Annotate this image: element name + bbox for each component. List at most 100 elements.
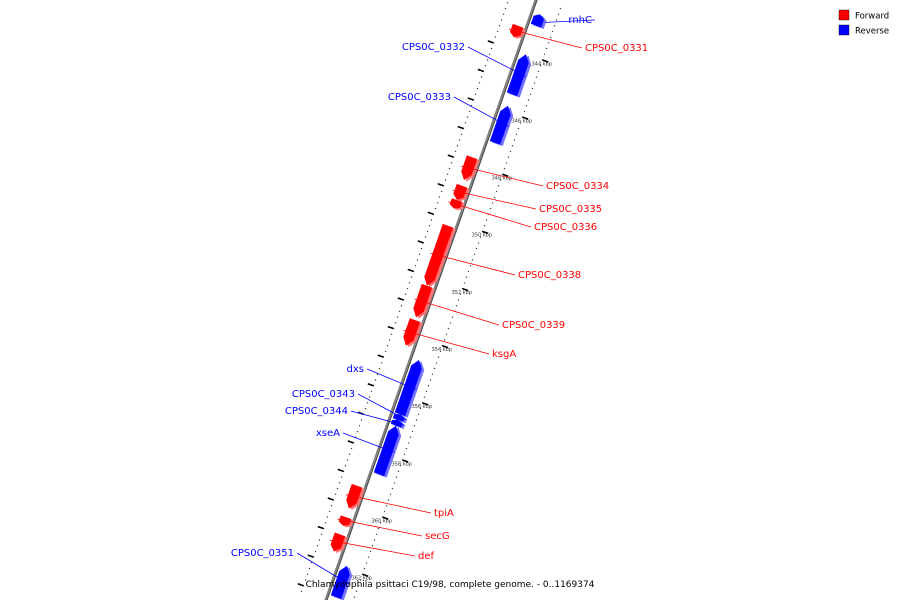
gene-name[interactable]: CPS0C_0336 (534, 222, 597, 233)
tick-label: 360 kbp (372, 519, 392, 525)
gene-arrow[interactable] (530, 14, 544, 28)
gene-label-secg[interactable]: secG (337, 518, 450, 542)
leader-line (350, 410, 405, 426)
gene-rnhc[interactable] (530, 14, 547, 29)
legend-swatch (838, 9, 850, 21)
minor-tick (413, 425, 416, 427)
major-tick (487, 40, 494, 44)
leader-line (403, 330, 490, 355)
gene-arrow[interactable] (330, 565, 350, 599)
gene-arrow[interactable] (461, 155, 478, 180)
gene-label-cps0c-0333[interactable]: CPS0C_0333 (388, 92, 509, 128)
gene-name[interactable]: tpiA (434, 508, 454, 519)
minor-tick (433, 367, 436, 370)
gene-arrow[interactable] (394, 360, 422, 417)
gene-name[interactable]: rnhC (568, 15, 592, 26)
minor-tick (318, 539, 321, 541)
gene-label-tpia[interactable]: tpiA (345, 494, 454, 519)
gene-cps0c-0351[interactable] (330, 565, 353, 600)
gene-name[interactable]: CPS0C_0338 (518, 270, 581, 281)
gene-name[interactable]: xseA (316, 428, 340, 439)
legend-swatch (838, 24, 850, 36)
gene-cps0c-0334[interactable] (461, 155, 480, 182)
gene-label-def[interactable]: def (329, 540, 435, 562)
minor-tick (334, 493, 337, 495)
minor-tick (505, 162, 508, 164)
gene-label-cps0c-0332[interactable]: CPS0C_0332 (402, 42, 527, 78)
gene-label-xsea[interactable]: xseA (316, 428, 395, 453)
minor-tick (353, 596, 356, 598)
gene-name[interactable]: secG (425, 531, 450, 542)
gene-name[interactable]: CPS0C_0344 (285, 406, 348, 417)
gene-label-cps0c-0339[interactable]: CPS0C_0339 (414, 298, 565, 331)
major-tick (402, 459, 409, 463)
gene-cps0c-0335[interactable] (453, 183, 470, 202)
minor-tick (387, 499, 390, 501)
minor-tick (559, 7, 562, 10)
leader-line (467, 46, 527, 78)
gene-arrow[interactable] (392, 414, 405, 422)
gene-name[interactable]: CPS0C_0335 (539, 204, 602, 215)
gene-name[interactable]: CPS0C_0351 (231, 548, 294, 559)
minor-tick (523, 110, 526, 113)
minor-tick (500, 19, 503, 21)
minor-tick (494, 36, 497, 38)
gene-arrow[interactable] (373, 425, 399, 477)
minor-tick (328, 510, 331, 513)
gene-label-cps0c-0338[interactable]: CPS0C_0338 (430, 252, 581, 281)
gene-name[interactable]: CPS0C_0343 (292, 389, 355, 400)
gene-name[interactable]: CPS0C_0331 (585, 43, 648, 54)
minor-tick (503, 167, 506, 170)
legend-label: Reverse (855, 27, 889, 37)
gene-dxs[interactable] (394, 360, 425, 418)
gene-arrow[interactable] (489, 105, 511, 145)
gene-cps0c-0343[interactable] (392, 414, 408, 424)
minor-tick (356, 430, 359, 433)
gene-name[interactable]: CPS0C_0332 (402, 42, 465, 53)
gene-label-cps0c-0334[interactable]: CPS0C_0334 (460, 165, 609, 192)
gene-cps0c-0332[interactable] (506, 54, 532, 98)
gene-label-ksga[interactable]: ksgA (403, 330, 516, 360)
legend: Forward Reverse (838, 9, 889, 37)
gene-label-cps0c-0351[interactable]: CPS0C_0351 (231, 548, 349, 585)
minor-tick (535, 76, 538, 78)
minor-tick (306, 573, 309, 575)
minor-tick (378, 367, 381, 370)
gene-label-cps0c-0344[interactable]: CPS0C_0344 (285, 406, 405, 426)
gene-label-cps0c-0335[interactable]: CPS0C_0335 (452, 190, 602, 215)
gene-label-rnhc[interactable]: rnhC (545, 15, 596, 26)
leader-line (345, 494, 432, 514)
gene-name[interactable]: ksgA (492, 349, 516, 360)
leader-line (329, 540, 416, 557)
minor-tick (308, 567, 311, 570)
gene-name[interactable]: CPS0C_0333 (388, 92, 451, 103)
minor-tick (551, 30, 554, 33)
gene-arrow[interactable] (424, 223, 454, 286)
gene-label-cps0c-0336[interactable]: CPS0C_0336 (448, 201, 597, 233)
gene-arrow[interactable] (506, 54, 529, 97)
gene-xsea[interactable] (373, 425, 402, 478)
gene-label-cps0c-0343[interactable]: CPS0C_0343 (292, 389, 407, 420)
minor-tick (454, 150, 457, 153)
minor-tick (533, 82, 536, 84)
gene-arrow[interactable] (510, 23, 524, 38)
gene-arrow[interactable] (413, 283, 433, 318)
gene-name[interactable]: dxs (347, 364, 364, 375)
gene-label-cps0c-0331[interactable]: CPS0C_0331 (508, 28, 648, 54)
gene-secg[interactable] (338, 515, 354, 528)
gene-cps0c-0333[interactable] (489, 105, 514, 147)
gene-label-dxs[interactable]: dxs (347, 364, 417, 390)
gene-arrow[interactable] (403, 318, 421, 346)
minor-tick (419, 407, 422, 410)
gene-name[interactable]: CPS0C_0334 (546, 181, 609, 192)
minor-tick (529, 93, 532, 96)
minor-tick (447, 327, 450, 330)
minor-tick (460, 133, 463, 135)
minor-tick (400, 305, 403, 307)
gene-arrow[interactable] (449, 198, 463, 209)
minor-tick (344, 465, 347, 467)
minor-tick (360, 419, 363, 421)
gene-name[interactable]: def (418, 551, 435, 562)
major-tick (417, 240, 424, 244)
gene-name[interactable]: CPS0C_0339 (502, 320, 565, 331)
